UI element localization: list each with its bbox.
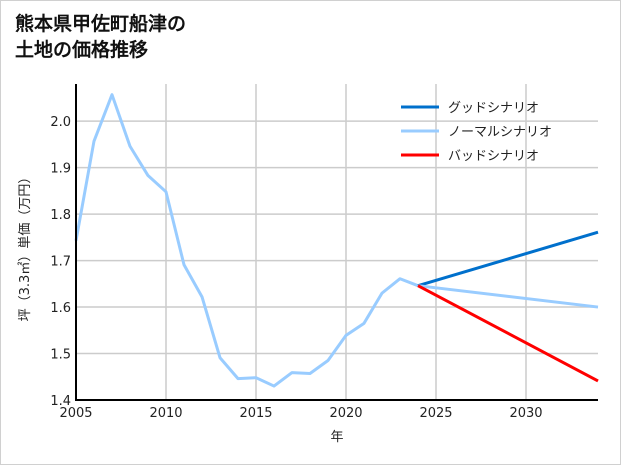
y-tick-label: 1.4 [50, 394, 71, 409]
legend-label: バッドシナリオ [448, 149, 539, 164]
title-line-1: 熊本県甲佐町船津の [15, 13, 187, 35]
scenario-line-0 [417, 230, 599, 288]
scenario-line-1 [417, 284, 599, 309]
y-axis-label: 坪（3.3㎡）単価（万円） [17, 171, 33, 322]
x-tick-label: 2025 [419, 406, 452, 421]
scenario-line-2 [417, 284, 599, 383]
legend-label: グッドシナリオ [448, 101, 539, 116]
y-tick-label: 2.0 [50, 115, 71, 130]
x-tick-label: 2010 [149, 406, 182, 421]
y-tick-label: 1.6 [50, 301, 71, 316]
title-line-2: 土地の価格推移 [15, 39, 149, 61]
x-tick-label: 2015 [239, 406, 272, 421]
legend-label: ノーマルシナリオ [448, 125, 552, 140]
x-tick-label: 2020 [329, 406, 362, 421]
history-line [74, 93, 419, 388]
y-tick-label: 1.9 [50, 162, 71, 177]
x-axis-label: 年 [330, 430, 343, 445]
x-tick-label: 2005 [59, 406, 92, 421]
y-tick-label: 1.8 [50, 208, 71, 223]
chart-title: 熊本県甲佐町船津の 土地の価格推移 [15, 11, 186, 63]
x-tick-label: 2030 [509, 406, 542, 421]
y-tick-label: 1.7 [50, 255, 71, 270]
y-tick-label: 1.5 [50, 348, 71, 363]
